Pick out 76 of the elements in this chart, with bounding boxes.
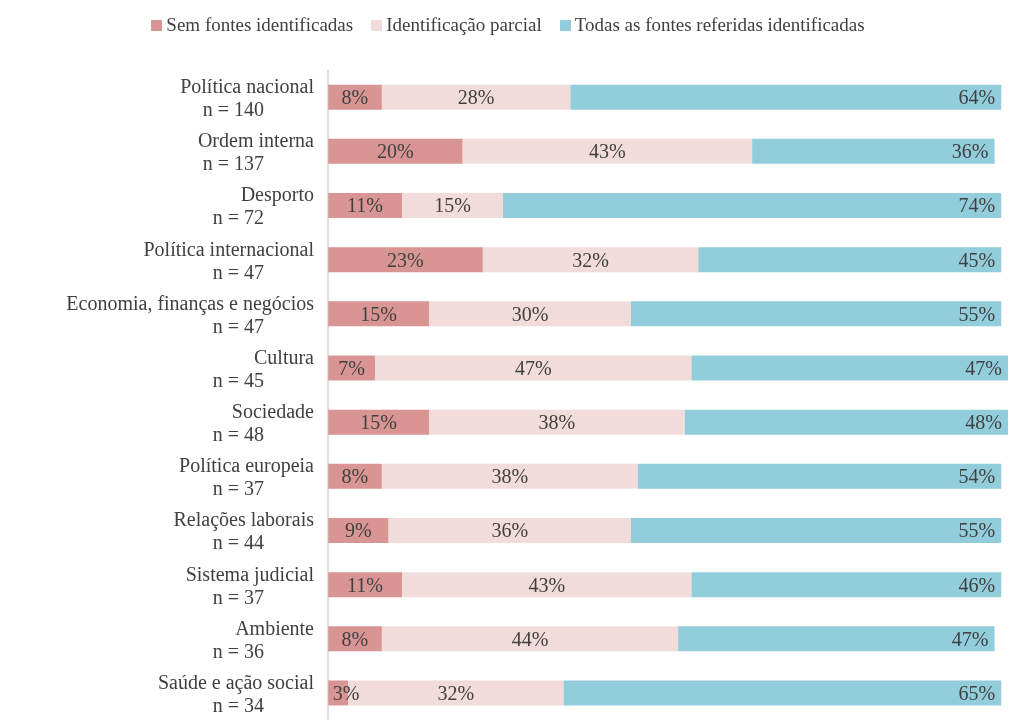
data-label: 55% — [958, 302, 996, 325]
data-label: 15% — [360, 411, 397, 434]
data-label: 65% — [958, 681, 996, 704]
data-label: 38% — [538, 411, 576, 434]
legend-label: Sem fontes identificadas — [165, 14, 354, 36]
data-label: 20% — [376, 140, 414, 163]
bar — [563, 680, 1002, 706]
data-label: 46% — [958, 573, 996, 596]
data-label: 15% — [434, 194, 471, 217]
bar — [752, 138, 995, 164]
data-label: 43% — [528, 573, 566, 596]
y-tick-label: Ambiente n = 36 — [212, 616, 315, 662]
data-label: 55% — [958, 519, 996, 542]
data-label: 32% — [437, 681, 475, 704]
data-label: 28% — [457, 86, 495, 109]
bar — [503, 192, 1002, 218]
bar — [684, 409, 1008, 435]
data-label: 43% — [589, 140, 626, 163]
data-label: 38% — [491, 465, 529, 488]
y-tick-label: Política europeia n = 37 — [179, 454, 315, 500]
y-tick-label: Cultura n = 45 — [212, 345, 315, 391]
data-label: 48% — [965, 411, 1002, 434]
y-tick-label: Saúde e ação social n = 34 — [157, 670, 315, 716]
bar — [482, 247, 699, 273]
y-tick-label: Sociedade n = 48 — [212, 400, 315, 446]
bar — [328, 247, 483, 273]
bar — [691, 572, 1002, 598]
data-label: 8% — [341, 86, 369, 109]
bar — [402, 572, 692, 598]
bar — [691, 355, 1008, 381]
bar — [375, 355, 692, 381]
y-tick-label: Sistema judicial n = 37 — [185, 562, 315, 608]
y-tick-label: Política nacional n = 140 — [180, 75, 315, 121]
legend-label: Identificação parcial — [385, 14, 542, 36]
data-label: 11% — [347, 194, 383, 217]
bar — [570, 84, 1002, 110]
y-tick-label: Relações laborais n = 44 — [173, 508, 315, 554]
data-label: 36% — [951, 140, 989, 163]
data-label: 47% — [951, 627, 989, 650]
data-label: 30% — [511, 302, 549, 325]
data-label: 11% — [347, 573, 383, 596]
bar — [678, 626, 995, 652]
bar — [428, 409, 685, 435]
bar — [381, 626, 679, 652]
data-label: 44% — [511, 627, 549, 650]
bar — [637, 463, 1002, 489]
data-label: 74% — [958, 194, 996, 217]
data-label: 32% — [572, 248, 609, 271]
bar — [462, 138, 753, 164]
data-label: 7% — [338, 356, 365, 379]
data-label: 45% — [958, 248, 996, 271]
data-label: 9% — [344, 519, 372, 542]
data-label: 47% — [965, 356, 1002, 379]
data-label: 54% — [958, 465, 996, 488]
data-label: 36% — [491, 519, 529, 542]
bar — [381, 84, 571, 110]
bar — [388, 517, 631, 543]
bar — [698, 247, 1002, 273]
data-label: 3% — [332, 681, 360, 704]
data-label: 64% — [958, 86, 996, 109]
legend-label: Todas as fontes referidas identificadas — [573, 14, 865, 36]
bar — [630, 517, 1002, 543]
y-tick-label: Política internacional n = 47 — [143, 237, 315, 283]
y-tick-label: Desporto n = 72 — [212, 183, 314, 229]
data-label: 47% — [515, 356, 552, 379]
bar — [630, 301, 1002, 327]
bar — [328, 138, 463, 164]
bar — [381, 463, 638, 489]
y-tick-label: Ordem interna n = 137 — [197, 129, 315, 175]
y-tick-label: Economia, finanças e negócios n = 47 — [66, 291, 315, 337]
bar — [428, 301, 631, 327]
data-label: 23% — [387, 248, 424, 271]
data-label: 15% — [360, 302, 397, 325]
data-label: 8% — [341, 627, 369, 650]
data-label: 8% — [341, 465, 369, 488]
bar — [402, 192, 504, 218]
